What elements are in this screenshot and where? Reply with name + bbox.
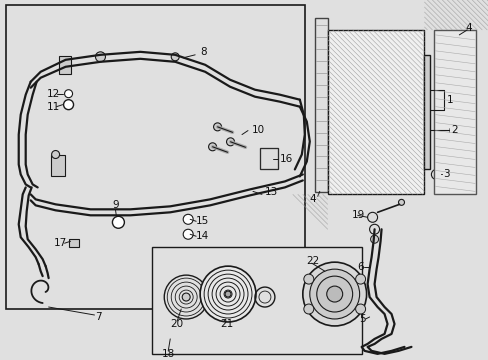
Circle shape [430,170,441,179]
Circle shape [112,216,124,228]
Circle shape [326,286,342,302]
Circle shape [370,235,378,243]
Circle shape [213,123,221,131]
Text: 14: 14 [196,231,209,241]
Text: 4: 4 [465,23,471,33]
Text: 15: 15 [196,216,209,226]
Circle shape [200,266,255,322]
Text: 13: 13 [264,188,278,197]
Bar [260,148,277,170]
Text: 2: 2 [450,125,457,135]
Circle shape [183,214,193,224]
Text: 17: 17 [54,238,67,248]
Text: 10: 10 [251,125,264,135]
Circle shape [171,53,179,61]
Circle shape [303,274,313,284]
Bar [51,154,64,176]
Circle shape [64,90,72,98]
Text: 3: 3 [443,170,449,179]
Text: 20: 20 [170,319,183,329]
Circle shape [95,52,105,62]
Circle shape [52,150,60,158]
Circle shape [309,269,359,319]
Bar [68,239,79,247]
Text: 18: 18 [162,349,175,359]
Text: 11: 11 [46,102,60,112]
Text: 6: 6 [357,262,364,272]
Bar [152,247,361,354]
Circle shape [398,199,404,205]
Circle shape [63,100,73,110]
Text: 19: 19 [351,210,364,220]
Bar [260,148,277,170]
Text: 4: 4 [309,194,316,204]
Text: 5: 5 [359,314,366,324]
Circle shape [355,274,365,284]
Circle shape [316,276,352,312]
Bar [6,5,304,309]
Circle shape [208,143,216,151]
Text: 9: 9 [112,201,119,210]
Text: 16: 16 [279,154,292,165]
Circle shape [367,212,377,222]
Circle shape [226,138,234,146]
Circle shape [224,291,230,297]
Text: 1: 1 [446,95,452,105]
Circle shape [183,229,193,239]
Bar [433,30,475,194]
Bar [59,56,70,74]
Circle shape [355,304,365,314]
Circle shape [182,293,190,301]
Circle shape [303,304,313,314]
Bar [314,18,327,192]
Bar [327,30,424,194]
Text: 22: 22 [305,256,318,266]
Circle shape [164,275,208,319]
Circle shape [302,262,366,326]
Text: 21: 21 [220,319,233,329]
Text: 7: 7 [95,312,102,322]
Bar [424,55,429,170]
Text: 8: 8 [200,47,206,57]
Circle shape [369,224,379,234]
Text: 12: 12 [46,89,60,99]
